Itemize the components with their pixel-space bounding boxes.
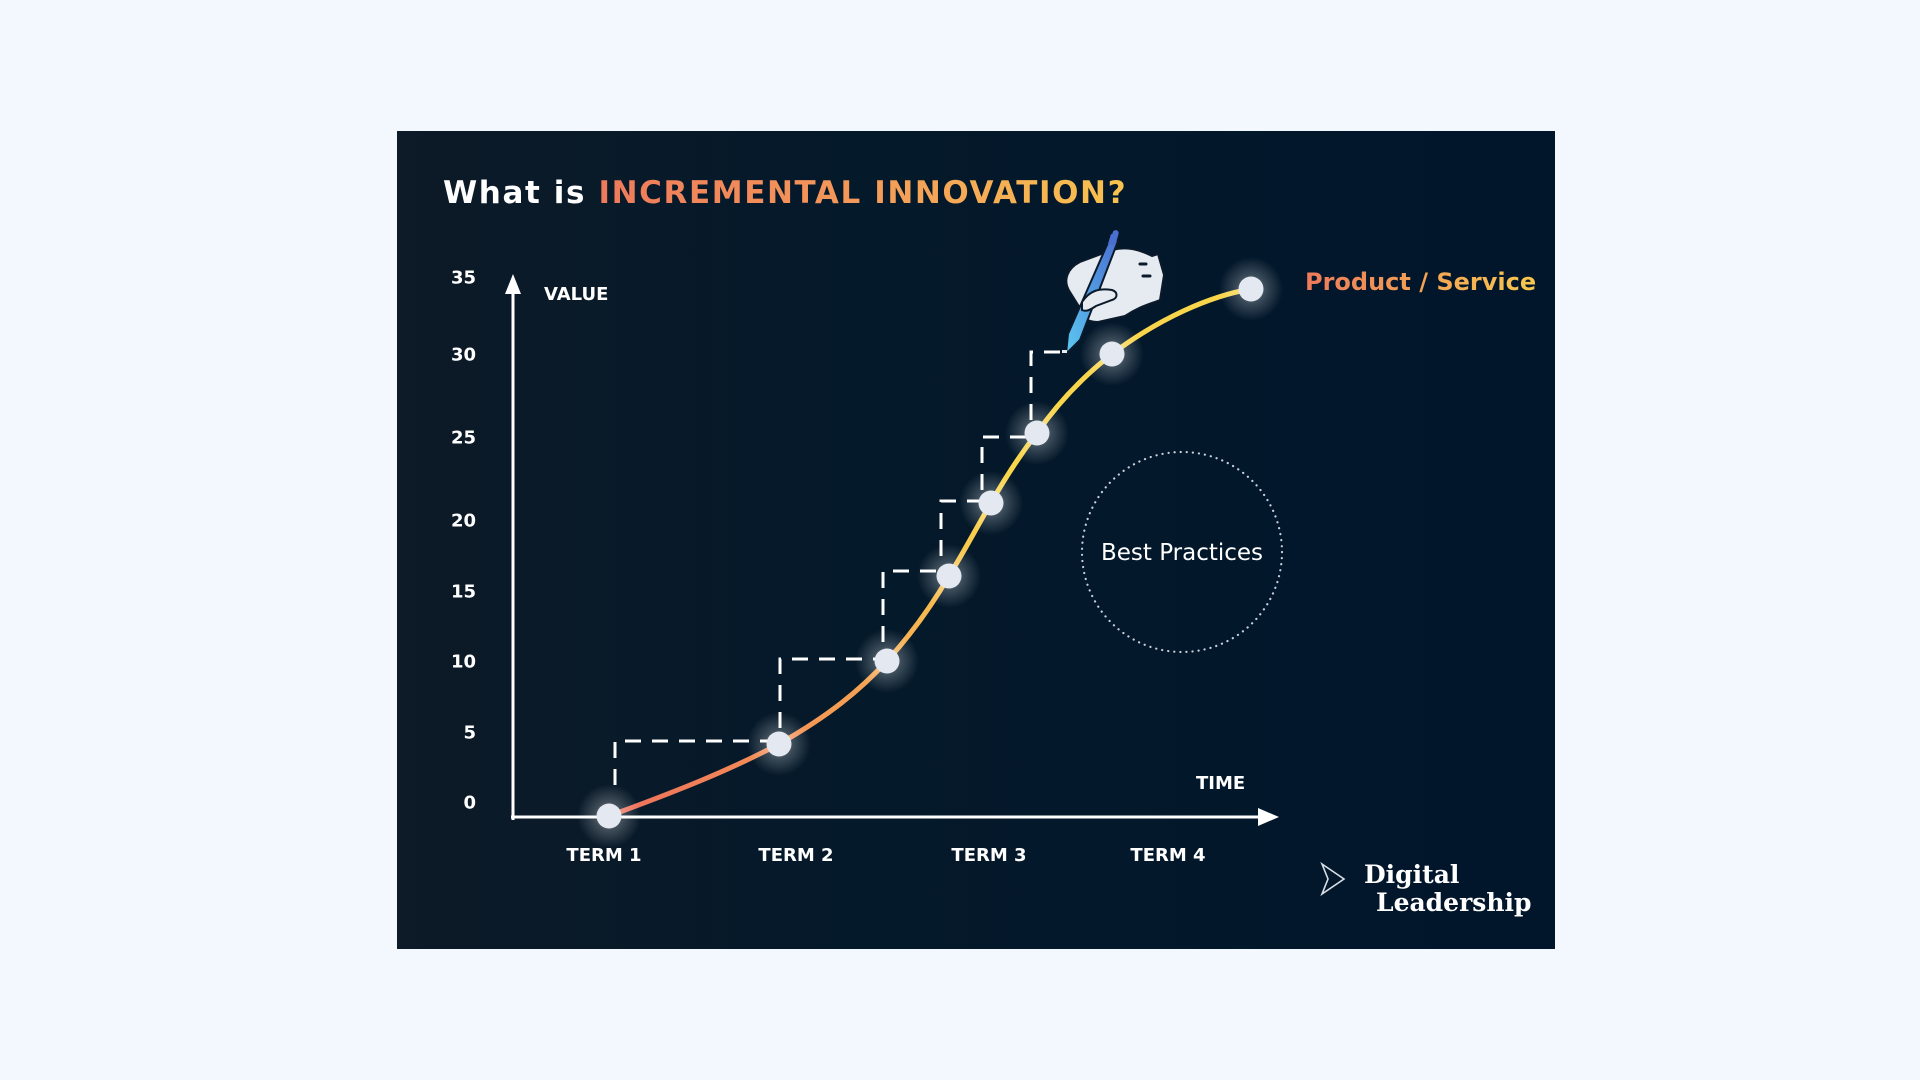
x-tick-label: TERM 1 [566,845,642,866]
page-title: What is INCREMENTAL INNOVATION? [443,175,1127,211]
title-prefix: What is [443,175,599,211]
data-points [577,257,1283,848]
series-label: Product / Service [1305,268,1537,296]
y-axis [505,274,521,820]
y-tick-label: 25 [450,427,476,449]
data-point [917,544,981,608]
x-tick-label: TERM 4 [1130,845,1206,866]
y-axis-label: VALUE [544,284,609,305]
y-axis-arrow-icon [505,274,521,294]
y-tick-label: 15 [450,581,476,603]
y-tick-label: 10 [450,651,476,673]
data-point [959,471,1023,535]
chevron-right-outline-icon [1320,862,1346,896]
data-point [1005,401,1069,465]
y-tick-label: 5 [463,722,476,744]
data-point [747,712,811,776]
y-tick-label: 0 [463,792,476,814]
best-practices-label: Best Practices [1100,540,1264,566]
title-accent: INCREMENTAL INNOVATION? [598,175,1128,211]
logo-line-2: Leadership [1376,888,1532,917]
x-axis-label: TIME [1196,773,1246,794]
x-axis-arrow-icon [1258,808,1279,826]
y-tick-label: 20 [450,510,476,532]
y-tick-label: 30 [450,344,476,366]
hand-writing-pen-icon [1062,230,1166,357]
x-tick-label: TERM 2 [758,845,834,866]
logo-line-1: Digital [1364,860,1460,889]
x-tick-label: TERM 3 [951,845,1027,866]
data-point [855,629,919,693]
y-tick-label: 35 [450,267,476,289]
data-point [577,784,641,848]
step-line [613,350,1062,785]
best-practices-circle [1080,450,1284,654]
data-point [1080,322,1144,386]
digital-leadership-logo: Digital Leadership [1318,860,1538,926]
data-point [1219,257,1283,321]
